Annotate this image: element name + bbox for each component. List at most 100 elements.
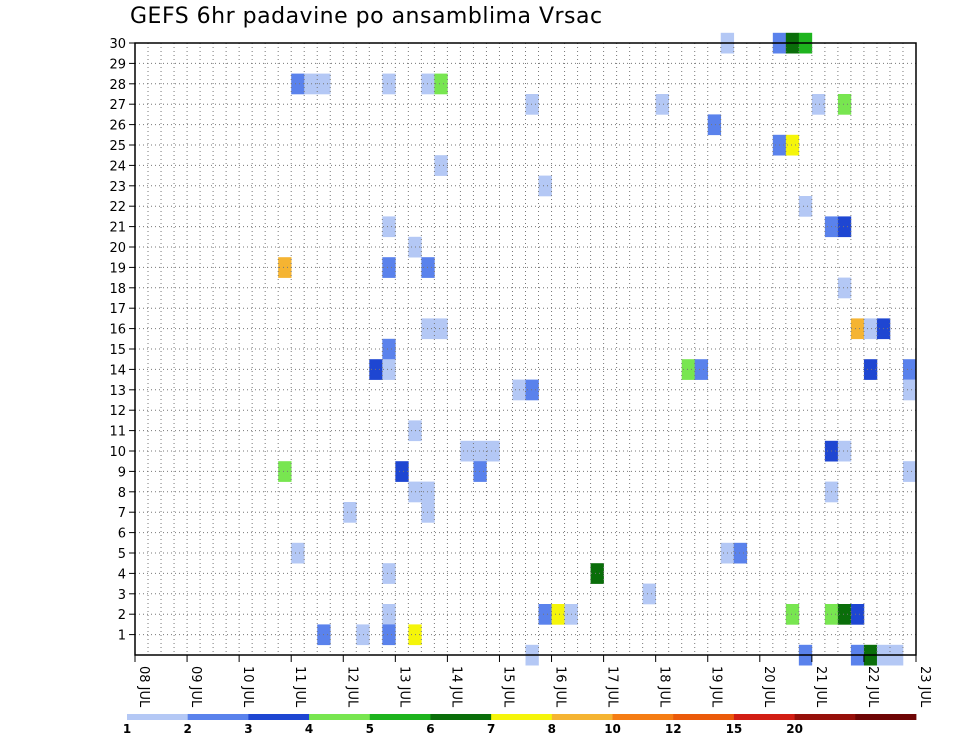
y-tick-label: 14 xyxy=(109,363,126,378)
y-tick-label: 7 xyxy=(118,506,126,521)
x-tick-label: 17 JUL xyxy=(605,666,620,708)
heatmap-cell xyxy=(551,604,565,625)
y-tick-label: 23 xyxy=(109,180,126,195)
heatmap-cell xyxy=(902,359,917,380)
heatmap-cell xyxy=(525,379,539,401)
heatmap-cell xyxy=(902,379,917,401)
heatmap-cell xyxy=(733,542,748,564)
heatmap-cell xyxy=(382,563,396,584)
heatmap-cell xyxy=(837,94,852,115)
heatmap-cell xyxy=(707,114,722,136)
y-tick-label: 22 xyxy=(109,200,126,215)
colorbar-swatch xyxy=(309,714,371,720)
x-tick-label: 20 JUL xyxy=(761,666,776,708)
x-tick-label: 14 JUL xyxy=(448,666,463,708)
x-tick-label: 21 JUL xyxy=(813,666,828,708)
heatmap-cell xyxy=(863,318,878,340)
heatmap-cell xyxy=(837,440,852,462)
heatmap-cells xyxy=(278,32,917,666)
y-tick-label: 28 xyxy=(109,78,126,93)
heatmap-cell xyxy=(863,359,878,380)
colorbar-label: 6 xyxy=(426,722,434,736)
y-tick-label: 16 xyxy=(109,323,126,338)
heatmap-cell xyxy=(811,94,826,115)
heatmap-cell xyxy=(382,257,396,278)
heatmap-cell xyxy=(343,502,357,523)
y-tick-label: 25 xyxy=(109,139,126,154)
y-tick-label: 1 xyxy=(118,629,126,644)
heatmap-cell xyxy=(655,94,669,115)
x-tick-label: 13 JUL xyxy=(396,666,411,708)
y-tick-label: 12 xyxy=(109,404,126,419)
heatmap-cell xyxy=(785,134,800,156)
x-tick-label: 22 JUL xyxy=(865,666,880,708)
heatmap-cell xyxy=(421,257,435,278)
heatmap-cell xyxy=(382,338,396,360)
x-tick-label: 15 JUL xyxy=(500,666,515,708)
colorbar-swatch xyxy=(491,714,553,720)
heatmap-cell xyxy=(850,604,865,625)
colorbar-label: 20 xyxy=(786,722,803,736)
y-tick-label: 4 xyxy=(118,567,126,582)
heatmap-cell xyxy=(421,481,435,503)
heatmap-cell xyxy=(421,73,435,95)
heatmap-cell xyxy=(486,440,500,462)
heatmap-cell xyxy=(356,624,370,646)
x-tick-label: 11 JUL xyxy=(292,666,307,708)
x-tick-label: 19 JUL xyxy=(709,666,724,708)
y-tick-label: 21 xyxy=(109,221,126,236)
colorbar-swatch xyxy=(430,714,492,720)
heatmap-cell xyxy=(434,318,448,340)
colorbar-swatch xyxy=(612,714,674,720)
y-tick-label: 11 xyxy=(109,425,126,440)
x-tick-label: 12 JUL xyxy=(344,666,359,708)
x-tick-label: 18 JUL xyxy=(657,666,672,708)
heatmap-cell xyxy=(382,216,396,238)
y-tick-label: 24 xyxy=(109,159,126,174)
heatmap-cell xyxy=(382,73,396,95)
heatmap-cell xyxy=(837,216,852,238)
y-tick-label: 6 xyxy=(118,527,126,542)
y-tick-label: 8 xyxy=(118,486,126,501)
x-tick-label: 23 JUL xyxy=(917,666,932,708)
y-tick-label: 18 xyxy=(109,282,126,297)
y-tick-label: 5 xyxy=(118,547,126,562)
heatmap-cell xyxy=(382,624,396,646)
y-tick-label: 13 xyxy=(109,384,126,399)
y-tick-label: 17 xyxy=(109,302,126,317)
heatmap-cell xyxy=(421,318,435,340)
x-tick-label: 08 JUL xyxy=(136,666,151,708)
colorbar-label: 1 xyxy=(123,722,131,736)
heatmap-cell xyxy=(382,604,396,625)
y-tick-label: 10 xyxy=(109,445,126,460)
heatmap-cell xyxy=(473,440,487,462)
colorbar-label: 5 xyxy=(366,722,374,736)
y-tick-label: 20 xyxy=(109,241,126,256)
heatmap-cell xyxy=(538,175,552,197)
heatmap-cell xyxy=(434,155,448,176)
heatmap-cell xyxy=(694,359,709,380)
heatmap-cell xyxy=(421,502,435,523)
colorbar-label: 4 xyxy=(305,722,313,736)
heatmap-cell xyxy=(278,461,292,482)
heatmap-cell xyxy=(291,542,305,564)
y-tick-label: 2 xyxy=(118,608,126,623)
colorbar-label: 2 xyxy=(184,722,192,736)
colorbar-label: 12 xyxy=(665,722,682,736)
y-tick-label: 3 xyxy=(118,588,126,603)
heatmap-cell xyxy=(837,277,852,299)
colorbar-swatch xyxy=(733,714,796,720)
heatmap-cell xyxy=(642,583,656,605)
heatmap-cell xyxy=(850,318,865,340)
heatmap-cell xyxy=(304,73,318,95)
heatmap-cell xyxy=(291,73,305,95)
y-tick-label: 19 xyxy=(109,261,126,276)
heatmap-cell xyxy=(473,461,487,482)
colorbar-swatch xyxy=(187,714,249,720)
chart-title: GEFS 6hr padavine po ansamblima Vrsac xyxy=(130,4,603,29)
heatmap-cell xyxy=(902,461,917,482)
x-tick-label: 10 JUL xyxy=(240,666,255,708)
colorbar-swatch xyxy=(794,714,856,720)
colorbar-label: 10 xyxy=(604,722,621,736)
